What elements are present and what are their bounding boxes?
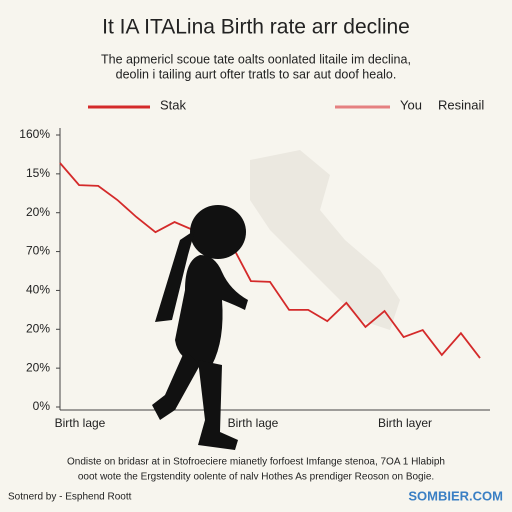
legend-label: Resinail <box>438 97 484 112</box>
caption: ooot wote the Ergstendity oolente of nal… <box>78 472 434 483</box>
legend-label: You <box>400 97 422 112</box>
chart-title: It IA ITALina Birth rate arr decline <box>102 16 410 39</box>
map-shape <box>250 150 400 330</box>
child-silhouette <box>152 205 248 450</box>
subtitle: The apmericl scoue tate oalts oonlated l… <box>101 52 411 66</box>
y-tick-label: 160% <box>19 127 50 141</box>
y-tick-label: 40% <box>26 283 50 297</box>
x-label: Birth lage <box>55 416 106 430</box>
x-label: Birth layer <box>378 416 432 430</box>
caption: Ondiste on bridasr at in Stofroeciere mi… <box>67 457 445 468</box>
y-tick-label: 70% <box>26 244 50 258</box>
subtitle: deolin i tailing aurt ofter tratls to sa… <box>116 67 397 81</box>
data-line <box>59 162 481 359</box>
plot <box>59 162 481 359</box>
y-tick-label: 20% <box>26 360 50 374</box>
source: Sotnerd by - Esphend Roott <box>8 492 132 503</box>
y-tick-label: 15% <box>26 166 50 180</box>
brand: SOMBIER.COM <box>408 488 503 503</box>
legend-label: Stak <box>160 97 187 112</box>
y-tick-label: 0% <box>33 399 51 413</box>
y-tick-label: 20% <box>26 205 50 219</box>
y-tick-label: 20% <box>26 321 50 335</box>
x-label: Birth lage <box>228 416 279 430</box>
